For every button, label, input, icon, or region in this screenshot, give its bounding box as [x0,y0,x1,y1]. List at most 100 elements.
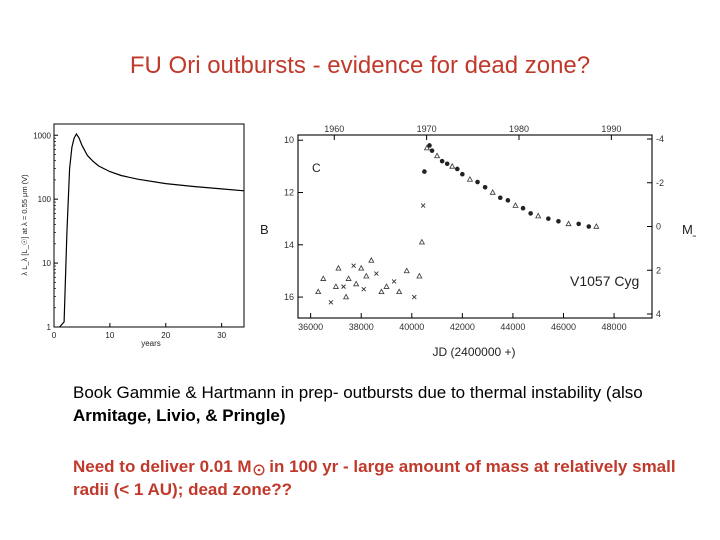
lightcurve-line [59,132,245,328]
data-point [482,184,488,190]
right-top-tick-label: 1970 [417,124,437,134]
star-label: V1057 Cyg [570,273,639,289]
citation-plain: Book Gammie & Hartmann in prep- outburst… [73,383,643,402]
right-right-tick-label: 0 [656,222,661,232]
slide-title: FU Ori outbursts - evidence for dead zon… [129,52,591,79]
right-left-ticks: 10 12 14 16 [284,135,303,302]
citation-text: Book Gammie & Hartmann in prep- outburst… [73,381,673,427]
statement-part1: Need to deliver 0.01 M [73,457,252,476]
data-point [455,166,460,172]
data-point [358,264,365,271]
right-plot-frame [297,134,653,319]
right-bottom-tick-label: 38000 [349,322,374,332]
data-point [439,158,445,164]
data-point [576,221,581,227]
left-x-ticks: 0 10 20 30 [52,323,227,340]
data-point [403,267,410,274]
left-y-ticks: 1000 100 10 1 [33,131,58,332]
left-x-tick-label: 0 [52,331,57,340]
data-point [593,223,600,229]
lightcurve-figure: 1000 100 10 1 0 10 20 30 λ L_λ [L_☉] at λ = 0.… [20,123,245,348]
data-point [396,288,403,295]
data-point [497,195,503,201]
left-x-tick-label: 10 [105,331,114,340]
data-point [361,286,367,292]
left-y-tick-label: 10 [42,259,51,268]
data-point [320,275,327,281]
data-point [489,189,496,195]
data-point [505,198,511,203]
left-x-tick-label: 30 [217,331,226,340]
data-point [335,264,342,271]
right-right-axis-label: M_B [682,222,696,237]
right-top-ticks: 1960 1970 1980 1990 [324,124,621,140]
right-top-tick-label: 1960 [324,124,344,134]
left-y-tick-label: 1000 [33,131,51,140]
data-point [520,205,526,211]
right-left-tick-label: 12 [284,188,294,198]
data-point [374,271,379,276]
data-point [444,161,450,167]
data-point [315,288,322,295]
data-point [420,203,426,208]
right-x-axis-label: JD (2400000 +) [432,345,515,359]
data-point [433,152,441,159]
dead-zone-statement: Need to deliver 0.01 M in 100 yr - large… [73,455,693,501]
right-bottom-tick-label: 48000 [602,322,627,332]
data-point [342,293,350,300]
left-y-axis-label: λ L_λ [L_☉] at λ = 0.55 μm (V) [20,174,29,276]
data-point [351,263,356,269]
right-bottom-tick-label: 36000 [298,322,323,332]
data-point [328,299,334,305]
left-x-axis-label: years [141,339,161,348]
data-point [449,162,456,169]
data-point [466,176,474,182]
data-point [422,169,427,174]
right-left-tick-label: 16 [284,292,294,302]
right-left-tick-label: 14 [284,240,294,250]
data-point [341,284,346,289]
data-point [427,143,432,148]
right-right-tick-label: 2 [656,265,661,275]
right-top-tick-label: 1980 [509,124,529,134]
statement-part2: in 100 yr - large amount of mass at rela… [73,457,676,499]
right-right-tick-label: -2 [656,178,664,188]
data-point [460,171,465,177]
v1057-figure: 1960 1970 1980 1990 36000 38000 40000 42000 440… [260,124,696,359]
left-y-tick-label: 100 [38,195,52,204]
data-point [345,275,352,281]
data-point [586,224,592,229]
data-point [535,212,542,219]
data-point [411,294,417,300]
data-point [556,218,561,224]
data-point [383,283,390,289]
data-point [528,211,533,216]
data-point [416,272,423,279]
right-left-axis-label: B [260,222,269,237]
data-point [418,238,425,245]
data-point [332,283,340,289]
right-right-tick-label: 4 [656,309,661,319]
data-point [429,148,435,153]
data-point [368,257,375,263]
right-right-tick-label: -4 [656,134,664,144]
data-point [391,279,397,284]
data-point [565,220,572,227]
right-left-tick-label: 10 [284,135,294,145]
data-point [353,280,360,287]
data-point [423,144,431,151]
data-point [512,202,519,208]
right-bottom-ticks: 36000 38000 40000 42000 44000 46000 48000 [298,313,627,332]
right-bottom-tick-label: 46000 [551,322,576,332]
panel-letter: C [312,161,321,175]
right-bottom-tick-label: 42000 [450,322,475,332]
right-right-ticks: -4 -2 0 2 4 [647,134,664,319]
right-data-points [315,143,600,305]
right-top-tick-label: 1990 [601,124,621,134]
left-plot-frame [53,123,245,328]
data-point [378,288,385,295]
right-bottom-tick-label: 44000 [500,322,525,332]
citation-authors: Armitage, Livio, & Pringle) [73,406,286,425]
sun-symbol-icon [253,464,265,476]
left-x-tick-label: 20 [161,331,170,340]
